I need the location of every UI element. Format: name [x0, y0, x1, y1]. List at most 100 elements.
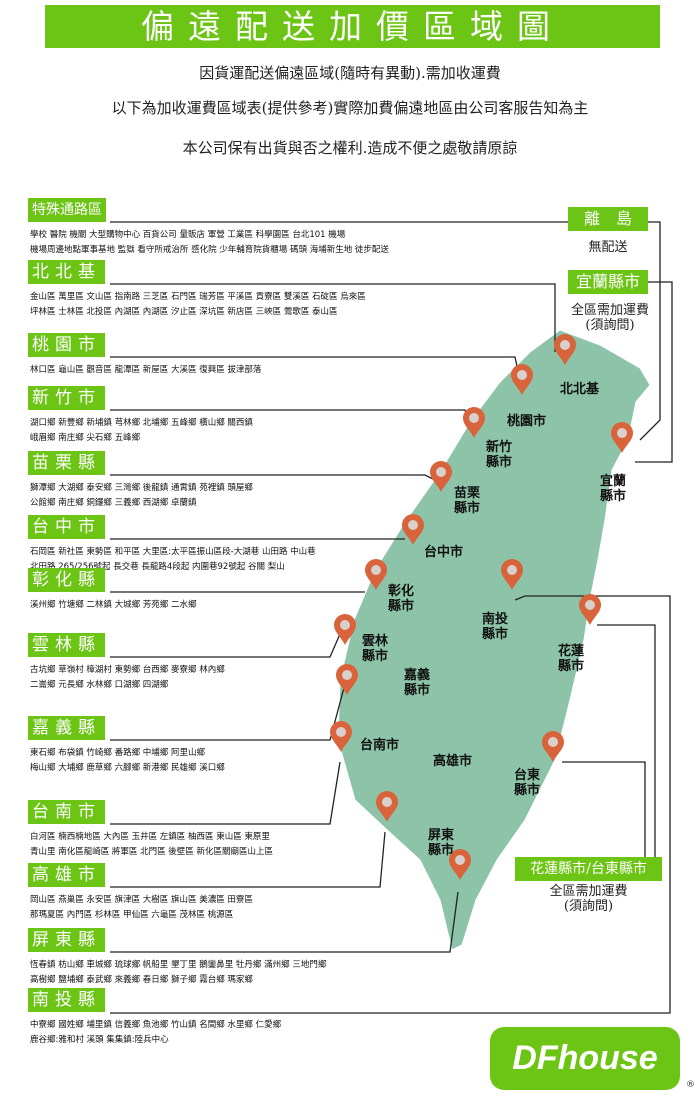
registered-mark: ®: [686, 1080, 695, 1090]
subtitle-line: 以下為加收運費區域表(提供參考)實際加費偏遠地區由公司客服告知為主: [111, 99, 589, 117]
dfhouse-logo: DFhouse: [490, 1027, 680, 1090]
connector-line: [635, 281, 673, 463]
hualien-taitung-note: 全區需加運費: [549, 884, 628, 899]
map-pin-icon: [579, 594, 601, 625]
region-items-line: 峨眉鄉 南庄鄉 尖石鄉 五峰鄉: [30, 433, 141, 443]
map-pin-icon: [463, 407, 485, 438]
region-label: 雲林縣: [28, 633, 105, 657]
region-label: 高雄市: [28, 863, 105, 887]
map-region-label: 宜蘭 縣市: [600, 474, 627, 504]
connector-line: [110, 683, 346, 741]
map-region-label: 嘉義 縣市: [404, 668, 431, 698]
region-items-line: 林口區 龜山區 觀音區 龍潭區 新屋區 大溪區 復興區 拔津部落: [30, 365, 262, 375]
connector-line: [110, 891, 459, 953]
outer-islands-note: 無配送: [588, 240, 628, 255]
region-items: 中寮鄉 國姓鄉 埔里鎮 信義鄉 魚池鄉 竹山鎮 名間鄉 水里鄉 仁愛鄉 鹿谷鄉:雅…: [30, 1018, 281, 1048]
map-region-label: 彰化 縣市: [388, 584, 415, 614]
region-items-line: 那瑪夏區 內門區 杉林區 甲仙區 六龜區 茂林區 桃源區: [30, 910, 234, 920]
region-items-line: 坪林區 士林區 北投區 內湖區 內湖區 汐止區 深坑區 新店區 三峽區 鶯歌區 …: [30, 307, 338, 317]
region-items: 白河區 楠西楠地區 大內區 玉井區 左鎮區 柚西區 東山區 東原里 青山里 南化區…: [30, 830, 273, 860]
map-region-label: 屏東 縣市: [428, 828, 455, 858]
region-items-line: 機場周邊地點軍事基地 監獄 看守所戒治所 感化院 少年輔育院貨櫃場 碼頭 海埔新…: [30, 245, 389, 255]
map-region-label: 北北基: [560, 382, 600, 397]
region-items-line: 恆春鎮 枋山鄉 車城鄉 琉球鄉 帆船里 墾丁里 鵝鑾鼻里 牡丹鄉 滿州鄉 三地門…: [30, 960, 327, 970]
region-items-line: 石岡區 新社區 東勢區 和平區 大里區:太平區振山區段-大湖巷 山田路 中山巷: [30, 547, 316, 557]
connector-line: [562, 761, 646, 857]
connector-line: [110, 831, 386, 888]
map-pin-icon: [336, 664, 358, 695]
region-items: 古坑鄉 草嶺村 樟湖村 東勢鄉 台西鄉 麥寮鄉 林內鄉 二崙鄉 元長鄉 水林鄉 口…: [30, 663, 225, 693]
region-items-line: 北田路 265/256號起 長交巷 長龍路4段起 内圍巷92號起 谷關 梨山: [30, 562, 285, 572]
region-items-line: 白河區 楠西楠地區 大內區 玉井區 左鎮區 柚西區 東山區 東原里: [30, 832, 270, 842]
subtitle-line: 因貨運配送偏遠區域(隨時有異動).需加收運費: [199, 64, 501, 82]
region-items-line: 梅山鄉 大埔鄉 鹿草鄉 六腳鄉 新港鄉 民雄鄉 溪口鄉: [30, 763, 225, 773]
map-pin-icon: [376, 791, 398, 822]
connector-line: [110, 633, 341, 658]
region-label: 苗栗縣: [28, 451, 105, 475]
map-pin-icon: [365, 559, 387, 590]
region-items: 東石鄉 布袋鎮 竹崎鄉 番路鄉 中埔鄉 阿里山鄉梅山鄉 大埔鄉 鹿草鄉 六腳鄉 …: [30, 746, 225, 776]
connector-line: [110, 595, 671, 1014]
region-label: 台南市: [28, 800, 105, 824]
region-items-line: 湖口鄉 新豐鄉 新埔鎮 芎林鄉 北埔鄉 五峰鄉 橫山鄉 關西鎮: [30, 418, 253, 428]
map-region-label: 花蓮 縣市: [558, 644, 585, 674]
region-items-line: 中寮鄉 國姓鄉 埔里鎮 信義鄉 魚池鄉 竹山鎮 名間鄉 水里鄉 仁愛鄉: [30, 1020, 282, 1030]
region-items-line: 二崙鄉 元長鄉 水林鄉 口湖鄉 四湖鄉: [30, 680, 169, 690]
connector-line: [110, 283, 556, 352]
connector-line: [110, 474, 436, 481]
map-region-label: 台南市: [360, 738, 400, 753]
hualien-taitung-note: (須詢問): [563, 899, 614, 914]
region-items: 金山區 萬里區 文山區 指南路 三芝區 石門區 瑞芳區 平溪區 貢寮區 雙溪區 …: [30, 290, 366, 320]
yilan-label: 宜蘭縣市: [568, 270, 648, 294]
region-items-line: 學校 醫院 機關 大型購物中心 百貨公司 量販店 軍營 工業區 科學園區 台北1…: [30, 230, 346, 240]
region-items-line: 金山區 萬里區 文山區 指南路 三芝區 石門區 瑞芳區 平溪區 貢寮區 雙溪區 …: [30, 292, 366, 302]
map-pin-icon: [430, 461, 452, 492]
region-items: 林口區 龜山區 觀音區 龍潭區 新屋區 大溪區 復興區 拔津部落: [30, 363, 261, 378]
region-items: 獅潭鄉 大湖鄉 泰安鄉 三灣鄉 後龍鎮 通霄鎮 苑裡鎮 頭屋鄉 公館鄉 南庄鄉 銅…: [30, 481, 253, 511]
yilan-note: 全區需加運費: [570, 303, 649, 318]
region-items-line: 岡山區 燕巢區 永安區 旗津區 大樹區 旗山區 美濃區 田寮區: [30, 895, 253, 905]
connector-line: [110, 221, 661, 441]
region-label: 彰化縣: [28, 568, 105, 592]
map-region-label: 台東 縣市: [514, 768, 541, 798]
region-items-line: 溪州鄉 竹塘鄉 二林鎮 大城鄉 芳苑鄉 二水鄉: [30, 600, 197, 610]
region-items-line: 東石鄉 布袋鎮 竹崎鄉 番路鄉 中埔鄉 阿里山鄉: [30, 748, 206, 758]
region-label: 嘉義縣: [28, 716, 105, 740]
map-pin-icon: [511, 364, 533, 395]
map-region-label: 雲林 縣市: [362, 634, 389, 664]
map-pin-icon: [449, 849, 471, 880]
region-label: 新竹市: [28, 386, 105, 410]
map-pin-icon: [402, 514, 424, 545]
map-region-label: 高雄市: [433, 754, 473, 769]
region-label: 桃園市: [28, 333, 105, 357]
map-pin-icon: [330, 721, 352, 752]
map-region-label: 新竹 縣市: [486, 440, 513, 470]
region-items: 恆春鎮 枋山鄉 車城鄉 琉球鄉 帆船里 墾丁里 鵝鑾鼻里 牡丹鄉 滿州鄉 三地門…: [30, 958, 326, 988]
map-pin-icon: [611, 422, 633, 453]
region-items-line: 鹿谷鄉:雅和村 溪頭 集集鎮:陸兵中心: [30, 1035, 169, 1045]
region-items: 溪州鄉 竹塘鄉 二林鎮 大城鄉 芳苑鄉 二水鄉: [30, 598, 197, 613]
region-label: 屏東縣: [28, 928, 105, 952]
connector-line: [597, 624, 656, 857]
connector-line: [110, 761, 341, 825]
region-items-line: 公館鄉 南庄鄉 銅鑼鄉 三義鄉 西湖鄉 卓蘭鎮: [30, 498, 197, 508]
region-items-line: 青山里 南化區龍崎區 將軍區 北門區 後壁區 新化區關廟區山上區: [30, 847, 274, 857]
region-items: 學校 醫院 機關 大型購物中心 百貨公司 量販店 軍營 工業區 科學園區 台北1…: [30, 228, 389, 258]
region-items: 湖口鄉 新豐鄉 新埔鎮 芎林鄉 北埔鄉 五峰鄉 橫山鄉 關西鎮 峨眉鄉 南庄鄉 尖…: [30, 416, 253, 446]
yilan-note: (須詢問): [585, 318, 635, 333]
hualien-taitung-label: 花蓮縣市/台東縣市: [515, 857, 662, 881]
map-pin-icon: [501, 559, 523, 590]
subtitle-line: 本公司保有出貨與否之權利.造成不便之處敬請原諒: [182, 139, 518, 157]
map-region-label: 南投 縣市: [482, 612, 509, 642]
region-label: 北北基: [28, 260, 105, 284]
region-items: 石岡區 新社區 東勢區 和平區 大里區:太平區振山區段-大湖巷 山田路 中山巷北…: [30, 545, 316, 575]
map-pin-icon: [334, 613, 356, 645]
map-pin-icon: [542, 731, 564, 762]
region-label: 特殊通路區: [28, 198, 106, 222]
region-label: 台中市: [28, 515, 105, 539]
map-region-label: 台中市: [424, 545, 464, 560]
map-region-label: 苗栗 縣市: [454, 486, 481, 516]
region-items: 岡山區 燕巢區 永安區 旗津區 大樹區 旗山區 美濃區 田寮區 那瑪夏區 內門區 …: [30, 893, 253, 923]
